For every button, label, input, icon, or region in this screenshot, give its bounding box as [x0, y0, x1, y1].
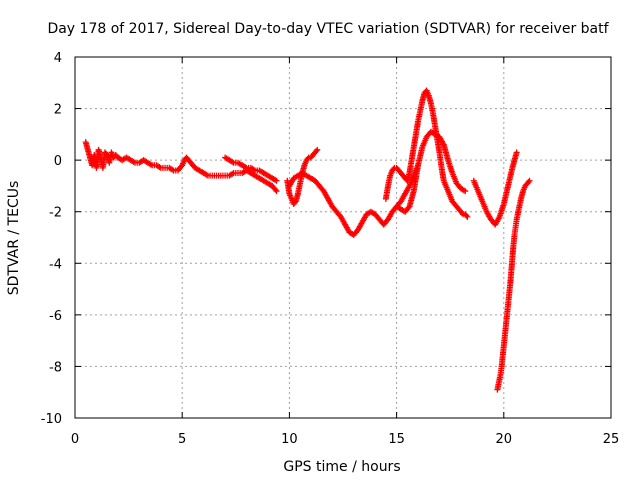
- x-tick-labels: 0 5 10 15 20 25: [71, 432, 619, 447]
- x-tick-label: 0: [71, 432, 79, 447]
- y-tick-label: 4: [54, 51, 62, 66]
- grid-lines: [75, 57, 611, 418]
- y-tick-label: -2: [49, 206, 62, 221]
- y-tick-label: -8: [49, 360, 62, 375]
- y-tick-label: 0: [54, 154, 62, 169]
- plot-frame: [74, 56, 612, 419]
- data-point: [314, 146, 321, 153]
- data-point: [462, 188, 469, 195]
- x-tick-label: 5: [178, 432, 186, 447]
- x-tick-label: 15: [388, 432, 405, 447]
- chart-title: Day 178 of 2017, Sidereal Day-to-day VTE…: [47, 21, 609, 37]
- x-axis-label: GPS time / hours: [283, 459, 400, 475]
- data-point: [526, 177, 533, 184]
- data-point: [525, 179, 532, 186]
- data-point: [178, 163, 185, 170]
- y-axis-label: SDTVAR / TECUs: [6, 181, 22, 296]
- data-point: [273, 188, 280, 195]
- data-point: [304, 155, 311, 162]
- y-tick-label: -6: [49, 309, 62, 324]
- data-points: [82, 87, 533, 393]
- y-tick-label: -10: [41, 412, 62, 427]
- y-tick-label: -4: [49, 257, 62, 272]
- x-tick-label: 10: [281, 432, 298, 447]
- y-tick-labels: -10 -8 -6 -4 -2 0 2 4: [41, 51, 62, 427]
- data-point: [463, 212, 470, 219]
- data-point: [273, 177, 280, 184]
- y-tick-label: 2: [54, 103, 62, 118]
- data-point: [272, 186, 279, 193]
- data-point: [458, 210, 465, 217]
- data-point: [513, 149, 520, 156]
- data-point: [464, 213, 471, 220]
- data-point: [313, 148, 320, 155]
- axis-ticks: [74, 56, 612, 419]
- x-tick-label: 25: [603, 432, 620, 447]
- x-tick-label: 20: [496, 432, 513, 447]
